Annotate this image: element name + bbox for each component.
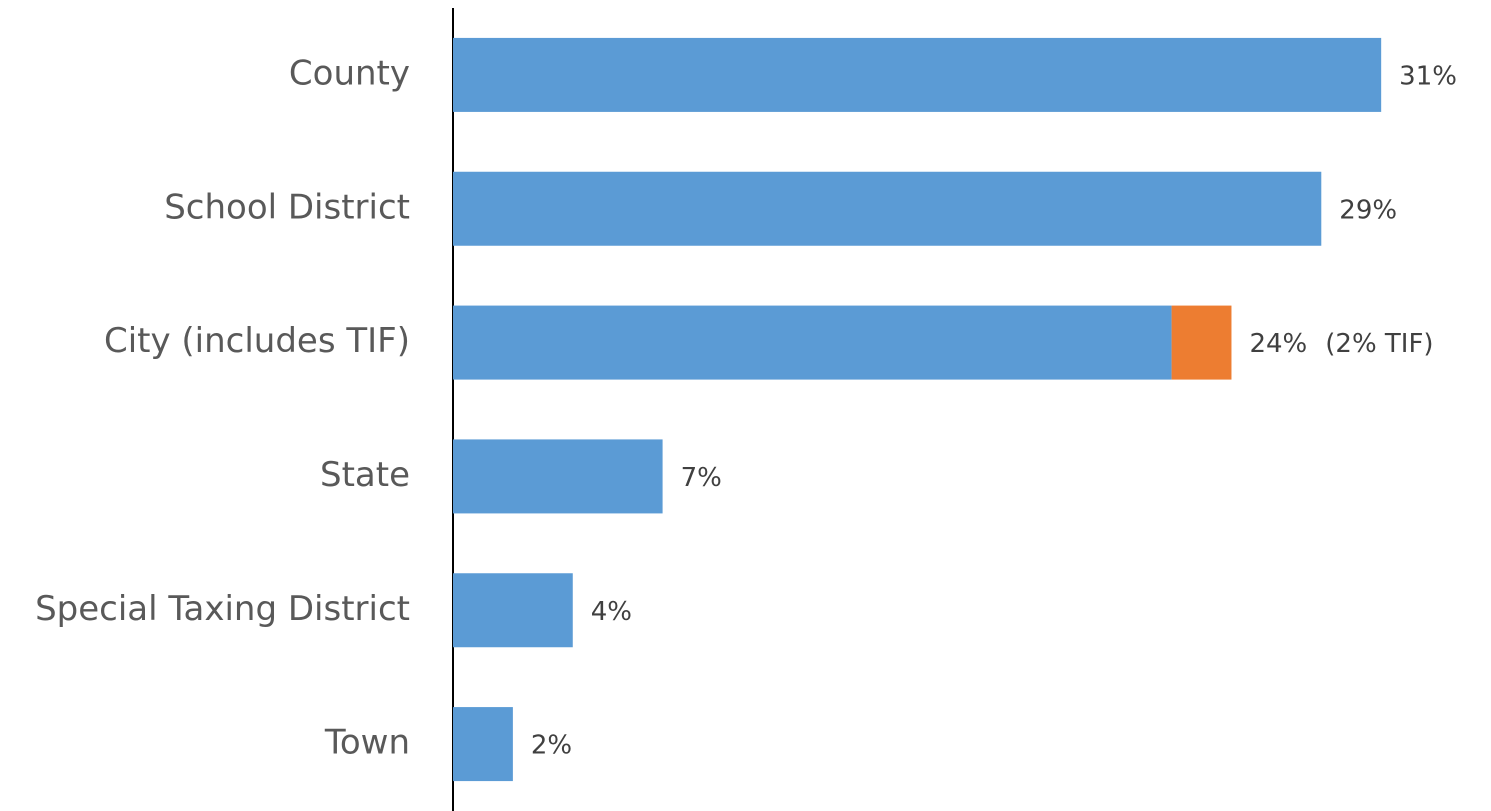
value-label: 7%: [681, 463, 722, 493]
category-label: County: [289, 53, 410, 93]
value-label: 24%: [1249, 329, 1307, 359]
value-label: 2%: [531, 731, 572, 761]
value-label: (2% TIF): [1325, 329, 1433, 359]
bar-segment: [453, 707, 513, 782]
category-label: State: [320, 455, 410, 495]
category-label: Special Taxing District: [35, 589, 410, 629]
category-label: City (includes TIF): [104, 321, 410, 361]
bar-segment: [1171, 305, 1232, 380]
bar-segment: [453, 573, 573, 648]
bar-segment: [453, 37, 1382, 112]
bar-segment: [453, 171, 1322, 246]
bar-segment: [453, 439, 663, 514]
bar-segment: [453, 305, 1172, 380]
value-label: 29%: [1339, 195, 1397, 225]
category-label: School District: [164, 187, 410, 227]
value-label: 31%: [1399, 61, 1457, 91]
category-label: Town: [324, 723, 410, 763]
value-label: 4%: [591, 597, 632, 627]
